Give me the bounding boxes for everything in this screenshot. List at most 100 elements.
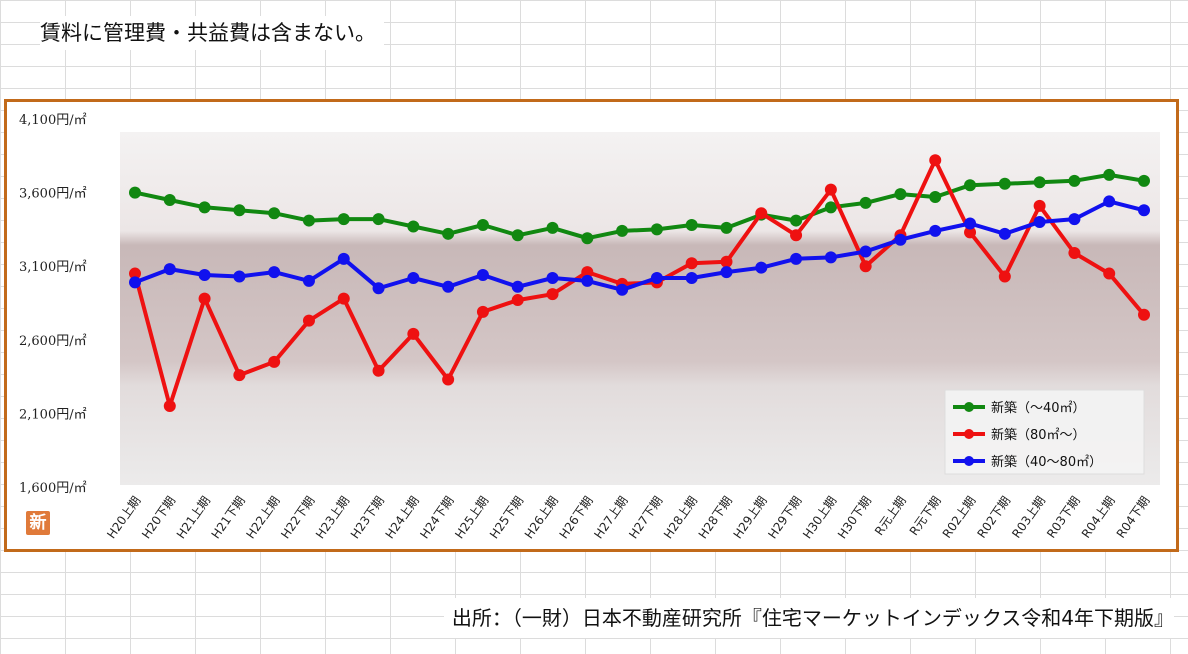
data-point-0 xyxy=(198,201,211,214)
data-point-0 xyxy=(616,224,629,237)
data-point-0 xyxy=(511,229,524,242)
data-point-1 xyxy=(1138,308,1150,321)
data-point-2 xyxy=(442,280,455,293)
data-point-0 xyxy=(685,218,698,231)
y-tick-label: 2,100円/㎡ xyxy=(19,407,87,422)
data-point-2 xyxy=(581,274,594,287)
data-point-1 xyxy=(581,266,594,279)
data-point-2 xyxy=(511,280,524,293)
data-point-0 xyxy=(372,213,385,226)
data-point-2 xyxy=(546,271,559,284)
data-point-2 xyxy=(685,271,698,284)
x-tick-label: H24上期 xyxy=(383,494,422,542)
data-point-0 xyxy=(964,179,977,192)
data-point-0 xyxy=(1103,168,1116,181)
data-point-0 xyxy=(407,220,420,233)
data-point-1 xyxy=(268,355,281,368)
data-point-2 xyxy=(129,276,141,289)
data-point-1 xyxy=(476,305,489,318)
x-tick-label: H30上期 xyxy=(800,494,839,542)
data-point-2 xyxy=(337,252,350,265)
data-point-2 xyxy=(616,283,629,296)
legend-entry: 新築（～40㎡） xyxy=(991,400,1086,416)
y-tick-label: 1,600円/㎡ xyxy=(19,481,87,496)
x-tick-label: H23上期 xyxy=(313,494,352,542)
data-point-2 xyxy=(1068,213,1081,226)
chart-frame: 4,100円/㎡ 3,600円/㎡ 3,100円/㎡ 2,600円/㎡ 2,100円/㎡… xyxy=(4,99,1179,552)
data-point-2 xyxy=(650,271,663,284)
x-tick-label: H20下期 xyxy=(139,494,178,542)
data-point-0 xyxy=(1138,174,1150,187)
x-tick-label: H30下期 xyxy=(835,494,874,542)
data-point-2 xyxy=(790,252,803,265)
data-point-0 xyxy=(442,227,455,240)
data-point-0 xyxy=(268,207,281,220)
data-point-2 xyxy=(1138,204,1150,217)
data-point-1 xyxy=(685,257,698,270)
data-point-2 xyxy=(859,245,872,258)
data-point-2 xyxy=(163,263,176,276)
data-point-1 xyxy=(337,292,350,305)
data-point-2 xyxy=(1103,195,1116,208)
data-point-0 xyxy=(302,214,315,227)
x-tick-label: H24下期 xyxy=(417,494,456,542)
data-point-2 xyxy=(233,270,246,283)
data-point-2 xyxy=(894,233,907,246)
x-tick-label: H27上期 xyxy=(591,494,630,542)
y-tick-label: 3,100円/㎡ xyxy=(19,260,87,275)
y-tick-label: 4,100円/㎡ xyxy=(19,113,87,128)
x-tick-label: H25上期 xyxy=(452,494,491,542)
data-point-1 xyxy=(790,229,803,242)
data-point-2 xyxy=(720,266,733,279)
data-point-1 xyxy=(720,255,733,268)
data-point-0 xyxy=(337,213,350,226)
data-point-1 xyxy=(198,292,211,305)
data-point-1 xyxy=(442,373,455,386)
data-point-2 xyxy=(407,271,420,284)
data-point-2 xyxy=(198,269,211,282)
data-point-2 xyxy=(1033,216,1046,229)
legend-swatch-point xyxy=(964,402,974,412)
data-point-1 xyxy=(824,183,837,196)
data-point-1 xyxy=(546,288,559,301)
line-chart: 4,100円/㎡ 3,600円/㎡ 3,100円/㎡ 2,600円/㎡ 2,100円/㎡… xyxy=(19,113,1160,542)
x-tick-label: H29下期 xyxy=(765,494,804,542)
x-tick-label: R03下期 xyxy=(1044,494,1083,541)
data-point-2 xyxy=(476,269,489,282)
data-point-2 xyxy=(302,274,315,287)
data-point-1 xyxy=(407,327,420,340)
data-point-2 xyxy=(268,266,281,279)
x-tick-label: H28下期 xyxy=(696,494,735,542)
source-caption: 出所：（一財）日本不動産研究所『住宅マーケットインデックス令和4年下期版』 xyxy=(443,598,1174,638)
rent-note: 賃料に管理費・共益費は含まない。 xyxy=(40,16,384,50)
data-point-0 xyxy=(824,201,837,214)
data-point-0 xyxy=(1068,174,1081,187)
data-point-0 xyxy=(894,188,907,201)
x-tick-label: H21上期 xyxy=(174,494,213,542)
x-tick-label: H22下期 xyxy=(278,494,317,542)
data-point-2 xyxy=(929,224,942,237)
data-point-1 xyxy=(129,267,141,280)
data-point-0 xyxy=(546,221,559,234)
x-tick-label: R元上期 xyxy=(872,494,909,538)
x-tick-label: H26上期 xyxy=(522,494,561,542)
y-tick-label: 2,600円/㎡ xyxy=(19,334,87,349)
data-point-0 xyxy=(163,193,176,206)
x-tick-label: R元下期 xyxy=(907,494,944,538)
x-tick-label: H22上期 xyxy=(243,494,282,542)
y-tick-label: 3,600円/㎡ xyxy=(19,187,87,202)
x-tick-label: R04下期 xyxy=(1114,494,1153,541)
data-point-1 xyxy=(163,400,176,413)
x-tick-label: H21下期 xyxy=(209,494,248,542)
legend-swatch-point xyxy=(964,456,974,466)
data-point-1 xyxy=(998,270,1011,283)
data-point-0 xyxy=(581,232,594,245)
x-tick-label: H25下期 xyxy=(487,494,526,542)
data-point-1 xyxy=(1068,246,1081,259)
data-point-1 xyxy=(233,369,246,382)
legend-entry: 新築（40～80㎡） xyxy=(991,454,1102,470)
data-point-0 xyxy=(476,218,489,231)
x-tick-label: R02上期 xyxy=(940,494,979,541)
data-point-0 xyxy=(929,191,942,204)
x-tick-label: R02下期 xyxy=(975,494,1014,541)
